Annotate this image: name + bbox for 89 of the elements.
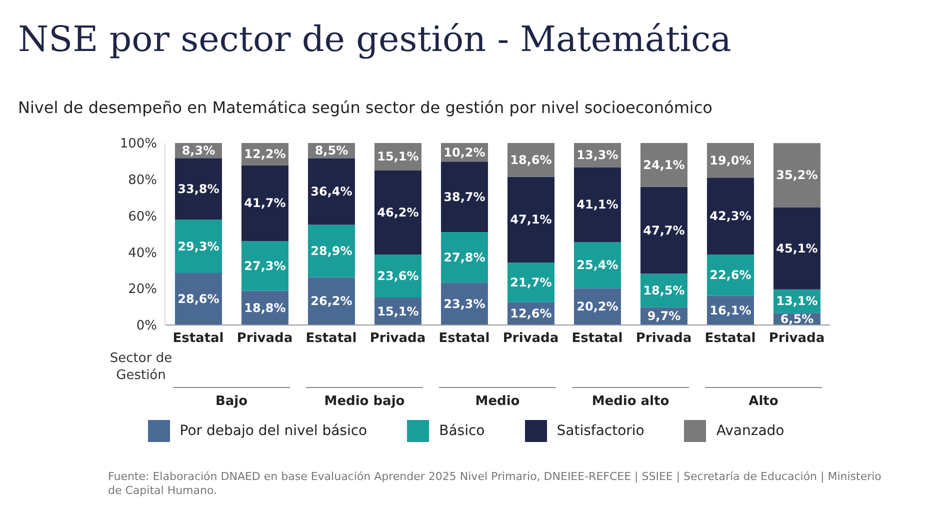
y-tick-label: 20% (128, 282, 157, 298)
bar (507, 176, 554, 263)
text: Sector de Gestión (108, 350, 174, 384)
x-tick-label: Estatal (172, 331, 224, 346)
data-label: 33,8% (178, 182, 220, 196)
x-tick-label: Estatal (438, 331, 490, 346)
bar (574, 167, 621, 242)
x-tick-label: Privada (768, 331, 825, 346)
data-label: 13,1% (776, 294, 818, 308)
data-label: 15,1% (377, 304, 419, 318)
bar (374, 254, 422, 298)
data-label: 16,1% (710, 303, 752, 318)
y-tick-label: 80% (128, 173, 157, 188)
data-label: 8,5% (314, 144, 348, 158)
data-label: 26,2% (310, 294, 352, 308)
text: Medio alto (572, 387, 689, 409)
data-label: 21,7% (510, 275, 552, 290)
data-label: 36,4% (310, 184, 352, 199)
data-label: 22,6% (710, 268, 752, 282)
data-label: 10,2% (444, 145, 486, 160)
bar (174, 220, 222, 273)
data-label: 35,2% (776, 168, 818, 182)
bar (706, 178, 754, 255)
data-label: 8,3% (182, 144, 216, 158)
data-label: 28,6% (178, 292, 220, 306)
data-label: 18,8% (244, 300, 286, 315)
x-tick-label: Estatal (572, 331, 623, 346)
data-label: 23,6% (377, 269, 419, 284)
data-label: 29,3% (178, 239, 220, 254)
bar (640, 186, 688, 274)
bar (308, 224, 355, 278)
bar (440, 162, 488, 232)
y-tick-label: 0% (136, 318, 157, 334)
bar (374, 170, 422, 255)
source-note: Fuente: Elaboración DNAED en base Evaluación Aprender 2025 Nivel Primario, DNEIEE-REFCEE | SSIEE | Secretaría de Educación | Ministerio de Capital Humano. (108, 470, 882, 498)
text: Medio bajo (306, 387, 423, 409)
legend-label: Básico (438, 422, 485, 441)
x-tick-label: Estatal (704, 331, 756, 346)
data-label: 41,7% (244, 196, 286, 210)
data-label: 28,9% (310, 244, 352, 258)
x-tick-label: Privada (502, 331, 559, 346)
y-tick-label: 100% (120, 136, 157, 152)
bar (241, 165, 288, 242)
data-label: 27,8% (444, 250, 486, 264)
bar (308, 158, 355, 225)
legend-label: Avanzado (715, 422, 784, 441)
bar (241, 241, 288, 291)
data-label: 41,1% (576, 198, 618, 212)
data-label: 45,1% (776, 241, 818, 256)
bar (507, 262, 554, 302)
data-label: 46,2% (377, 206, 419, 220)
text: Alto (705, 387, 822, 409)
data-label: 15,1% (377, 150, 419, 164)
data-label: 13,3% (576, 148, 618, 162)
data-label: 27,3% (244, 258, 286, 273)
data-label: 6,5% (780, 312, 814, 326)
data-label: 25,4% (576, 258, 618, 272)
bar (174, 158, 222, 220)
data-label: 12,2% (244, 147, 286, 162)
bar (574, 242, 621, 288)
bar (773, 207, 820, 290)
y-tick-label: 40% (128, 246, 157, 261)
bar (640, 143, 688, 187)
data-label: 19,0% (710, 153, 752, 168)
bar (773, 143, 820, 208)
data-label: 38,7% (444, 190, 486, 204)
data-label: 24,1% (643, 158, 685, 172)
x-tick-label: Privada (636, 331, 692, 346)
x-tick-label: Estatal (306, 331, 357, 346)
data-label: 18,5% (643, 284, 685, 298)
data-label: 42,3% (710, 209, 752, 224)
chart-subtitle: Nivel de desempeño en Matemática según sector de gestión por nivel socioeconómico (18, 98, 712, 117)
data-label: 47,7% (643, 223, 685, 238)
data-label: 9,7% (647, 309, 681, 324)
data-label: 18,6% (510, 152, 552, 167)
bar (174, 272, 222, 325)
text: Bajo (173, 387, 290, 409)
legend-label: Satisfactorio (556, 422, 644, 441)
y-tick-label: 60% (128, 209, 157, 224)
bar (440, 232, 488, 283)
data-label: 23,3% (444, 296, 486, 311)
data-label: 47,1% (510, 212, 552, 227)
data-label: 20,2% (576, 300, 618, 314)
x-tick-label: Privada (370, 331, 426, 346)
text: Medio (439, 387, 556, 409)
chart-title: NSE por sector de gestión - Matemática (18, 20, 732, 60)
x-tick-label: Privada (236, 331, 293, 346)
data-label: 12,6% (510, 306, 552, 321)
legend-label: Por debajo del nivel básico (178, 422, 368, 441)
